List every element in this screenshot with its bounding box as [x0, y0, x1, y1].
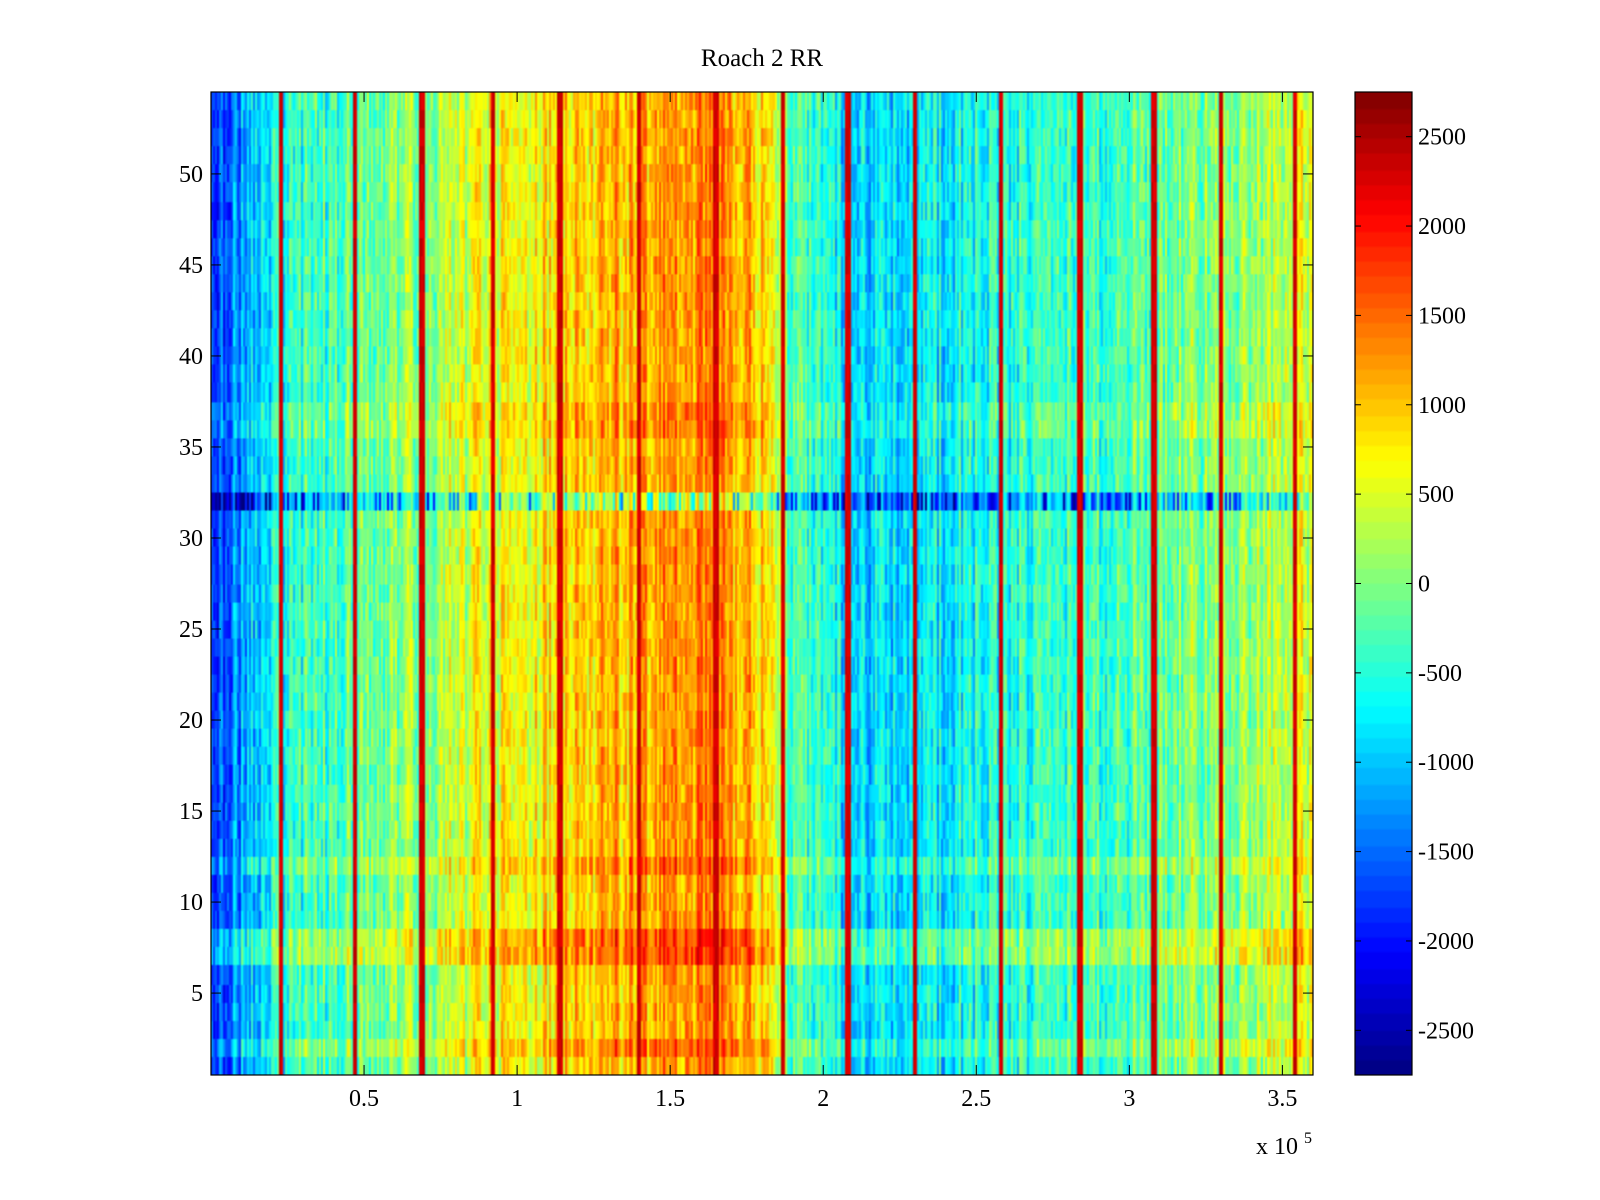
chart-title: Roach 2 RR [701, 45, 824, 72]
colorbar-ticks: 2500 2000 1500 1000 500 0 -500 -1000 -1500 -2000 -… [1355, 125, 1474, 1044]
colorbar-tick-label: 500 [1418, 482, 1454, 508]
heatmap-image [211, 92, 1313, 1075]
x-axis-ticks: 0.5 1 1.5 2 2.5 3 3.5 [349, 92, 1297, 1112]
x-tick-label: 3 [1123, 1086, 1135, 1112]
y-tick-label: 50 [179, 162, 203, 188]
y-axis-ticks: 5 10 15 20 25 30 35 40 45 50 [179, 162, 1313, 1007]
y-tick-label: 10 [179, 890, 203, 916]
x-axis-multiplier-power: 5 [1304, 1130, 1312, 1147]
x-tick-label: 2.5 [961, 1086, 991, 1112]
colorbar-tick-label: 2000 [1418, 214, 1466, 240]
colorbar-frame [1354, 91, 1413, 1076]
x-axis-multiplier: x 10 5 [1256, 1130, 1312, 1160]
y-tick-label: 25 [179, 617, 203, 643]
x-tick-label: 2 [817, 1086, 829, 1112]
colorbar-tick-label: -500 [1418, 661, 1462, 687]
y-tick-label: 35 [179, 435, 203, 461]
x-tick-label: 1 [511, 1086, 523, 1112]
y-tick-label: 45 [179, 253, 203, 279]
x-tick-label: 1.5 [655, 1086, 685, 1112]
colorbar-tick-label: 1000 [1418, 393, 1466, 419]
y-tick-label: 30 [179, 526, 203, 552]
y-tick-label: 40 [179, 344, 203, 370]
colorbar-tick-label: 0 [1418, 572, 1430, 598]
colorbar-tick-label: -1000 [1418, 750, 1474, 776]
colorbar-tick-label: -1500 [1418, 840, 1474, 866]
y-tick-label: 15 [179, 799, 203, 825]
colorbar-gradient [1355, 92, 1412, 1075]
plot-frame [210, 91, 1314, 1076]
y-tick-label: 20 [179, 708, 203, 734]
colorbar-tick-label: 1500 [1418, 303, 1466, 329]
x-tick-label: 3.5 [1267, 1086, 1297, 1112]
colorbar-tick-label: -2000 [1418, 929, 1474, 955]
y-tick-label: 5 [191, 981, 203, 1007]
colorbar-tick-label: -2500 [1418, 1018, 1474, 1044]
colorbar-tick-label: 2500 [1418, 125, 1466, 151]
x-tick-label: 0.5 [349, 1086, 379, 1112]
x-axis-multiplier-base: x 10 [1256, 1134, 1298, 1160]
